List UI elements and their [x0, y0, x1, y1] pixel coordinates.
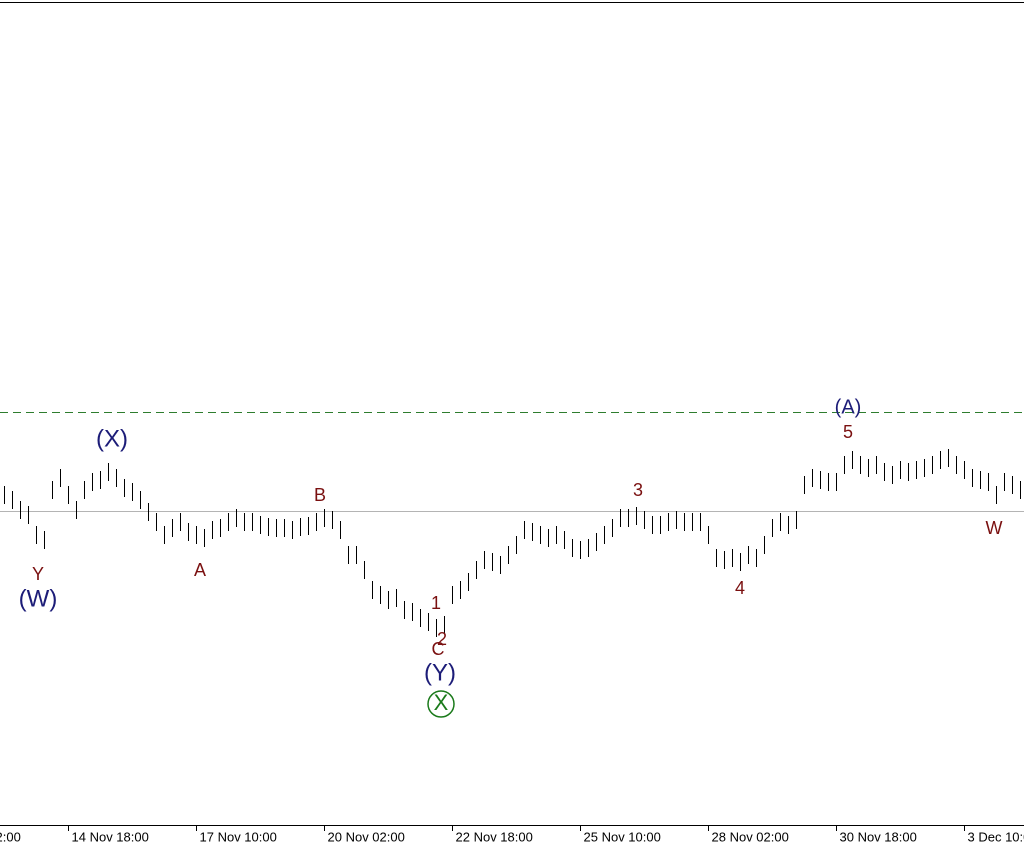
- x-tick-label: 12 Nov 02:00: [0, 829, 21, 844]
- wave-label: (W): [19, 585, 58, 612]
- wave-label: X: [434, 690, 449, 715]
- wave-label: 2: [437, 629, 447, 649]
- wave-label: B: [314, 485, 326, 505]
- wave-label: A: [194, 560, 206, 580]
- x-tick-label: 17 Nov 10:00: [200, 829, 277, 844]
- x-tick-label: 20 Nov 02:00: [328, 829, 405, 844]
- x-tick-label: 14 Nov 18:00: [72, 829, 149, 844]
- wave-label: (A): [835, 396, 862, 418]
- wave-label: (Y): [424, 659, 456, 686]
- wave-circle: [427, 690, 455, 718]
- wave-label: 5: [843, 422, 853, 442]
- wave-label: C: [432, 639, 445, 659]
- x-tick-label: 3 Dec 10:00: [968, 829, 1024, 844]
- x-tick-label: 25 Nov 10:00: [584, 829, 661, 844]
- x-tick-label: 30 Nov 18:00: [840, 829, 917, 844]
- wave-label: Y: [32, 564, 44, 584]
- wave-label: 1: [431, 593, 441, 613]
- wave-label: (X): [96, 425, 128, 452]
- wave-label: 3: [633, 480, 643, 500]
- wave-label: W: [986, 518, 1003, 538]
- wave-label: 4: [735, 578, 745, 598]
- x-tick-label: 28 Nov 02:00: [712, 829, 789, 844]
- x-tick-label: 22 Nov 18:00: [456, 829, 533, 844]
